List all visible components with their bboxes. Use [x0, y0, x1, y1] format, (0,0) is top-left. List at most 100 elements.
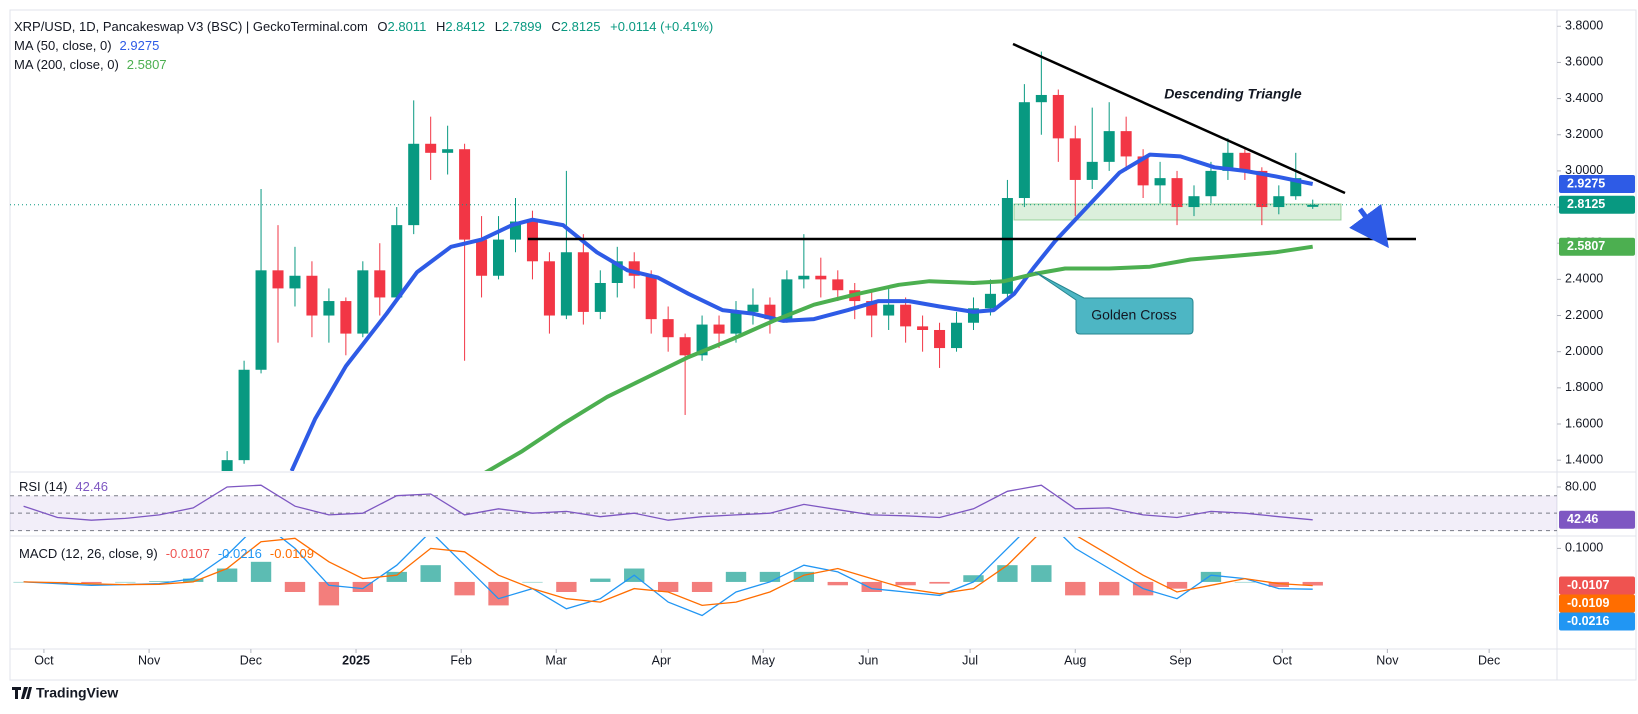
candle-body [696, 324, 708, 356]
candle-body [1052, 94, 1064, 139]
macd-histogram-bar [216, 568, 238, 582]
y-tick-label: 1.6000 [1565, 416, 1603, 430]
macd-histogram-bar [522, 581, 543, 583]
x-tick-label: Apr [652, 653, 671, 667]
x-tick-label: 2025 [342, 653, 370, 667]
candle-body [509, 221, 522, 240]
legend-name: MA (200, close, 0) [14, 57, 119, 72]
candle-body [238, 369, 250, 461]
drawings: Descending Triangle Golden Cross [528, 42, 1416, 335]
rsi-legend: RSI (14) 42.46 [19, 479, 108, 494]
candle-body [459, 149, 471, 240]
macd-histogram-bar [929, 581, 950, 584]
macd-histogram-bar [250, 561, 272, 582]
ma-line [484, 244, 1313, 471]
axis-badge-label: -0.0109 [1567, 596, 1609, 610]
y-tick-label: 3.4000 [1565, 91, 1603, 105]
y-tick-label: 2.0000 [1565, 344, 1603, 358]
macd-histogram-bar [1302, 581, 1323, 586]
candle-body [1120, 131, 1132, 157]
candle-body [594, 282, 606, 312]
axis-badge [1559, 510, 1635, 529]
price-pane [10, 51, 1557, 471]
candle-body [391, 225, 403, 298]
macd-histogram-bar [895, 581, 916, 586]
candle-body [1069, 138, 1081, 180]
ohlc-key: H [436, 19, 445, 34]
macd-histogram-bar [1065, 581, 1086, 596]
candle-body [1171, 178, 1183, 208]
ohlc-key: L [495, 19, 502, 34]
ma-legend: MA (200, close, 0) 2.5807 [14, 57, 167, 72]
ma-legend: MA (50, close, 0) 2.9275 [14, 38, 159, 53]
macd-histogram-bar [81, 581, 102, 584]
ohlc-value: 2.8125 [561, 19, 601, 34]
x-tick-label: May [751, 653, 775, 667]
candle-body [798, 275, 810, 280]
macd-histogram-bar [149, 581, 170, 582]
candle-body [1188, 196, 1200, 208]
x-tick-label: Mar [545, 653, 567, 667]
candle-body [1137, 156, 1149, 186]
macd-pane [13, 537, 1323, 617]
legend-name: MACD (12, 26, close, 9) [19, 546, 158, 561]
macd-histogram-bar [590, 578, 611, 582]
candle-body [781, 279, 793, 320]
candle-body [764, 304, 776, 320]
y-tick-label: 80.00 [1565, 479, 1596, 493]
axis-badge [1559, 612, 1635, 631]
candle-body [543, 261, 555, 316]
axis-badge-label: 42.46 [1567, 512, 1598, 526]
candle-body [323, 301, 335, 316]
down-arrow [1349, 204, 1389, 249]
candle-body [221, 460, 233, 471]
candle-body [1205, 170, 1217, 197]
macd-histogram-bar [13, 581, 34, 583]
logo-icon [12, 687, 32, 699]
candle-body [1086, 161, 1098, 180]
candle-body [1222, 152, 1234, 171]
candle-body [815, 275, 827, 280]
axis-badge [1559, 237, 1635, 256]
axis-badge-label: -0.0107 [1567, 578, 1609, 592]
legend-name: RSI (14) [19, 479, 67, 494]
candle-body [1103, 131, 1115, 162]
macd-histogram-bar [556, 581, 577, 592]
macd-histogram-bar [1234, 581, 1256, 583]
y-tick-label: 3.6000 [1565, 55, 1603, 69]
candle-body [560, 252, 572, 316]
macd-histogram-bar [115, 581, 136, 583]
candle-body [526, 221, 538, 262]
macd-histogram-bar [488, 581, 509, 606]
macd-histogram-bar [1200, 571, 1222, 582]
macd-histogram-bar [759, 571, 781, 582]
macd-histogram-bar [318, 581, 340, 606]
legend-value: 42.46 [75, 479, 108, 494]
axis-badge-label: 2.9275 [1567, 176, 1605, 190]
change: +0.0114 (+0.41%) [610, 19, 713, 34]
signal-line [23, 537, 1313, 607]
candle-body [476, 239, 488, 276]
candle-body [340, 301, 352, 334]
y-tick-label: 3.2000 [1565, 127, 1603, 141]
annotation: Golden Cross [1091, 307, 1177, 323]
candle-body [679, 337, 691, 356]
candle-body [425, 143, 437, 153]
x-tick-label: Dec [1478, 653, 1500, 667]
macd-histogram-bar [1166, 581, 1188, 589]
candle-body [730, 311, 742, 334]
macd-histogram-bar [420, 565, 441, 582]
x-tick-label: Sep [1169, 653, 1191, 667]
ohlc-value: 2.7899 [502, 19, 542, 34]
y-tick-label: 2.4000 [1565, 272, 1603, 286]
macd-histogram-bar [997, 565, 1018, 582]
candle-body [832, 279, 844, 291]
macd-histogram-bar [352, 581, 374, 592]
y-tick-label: 3.0000 [1565, 163, 1603, 177]
candle-body [984, 293, 996, 309]
x-tick-label: Oct [34, 653, 54, 667]
candle-body [357, 270, 369, 334]
macd-legend: MACD (12, 26, close, 9) -0.0107 -0.0216 -0.… [19, 546, 314, 561]
